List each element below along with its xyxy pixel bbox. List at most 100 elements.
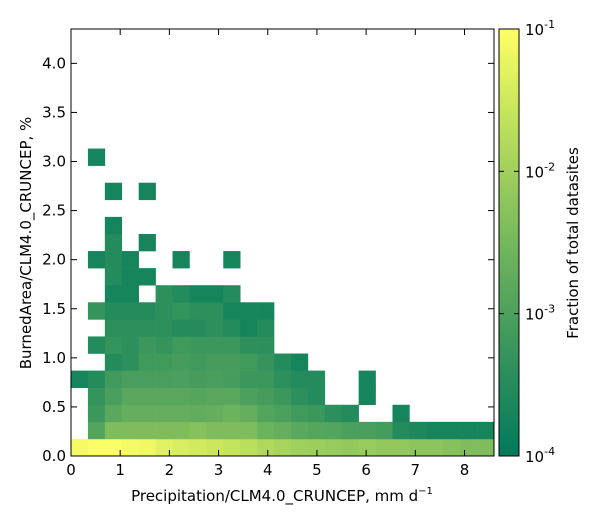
heatmap-cell — [104, 268, 123, 286]
heatmap-cell — [138, 182, 156, 201]
heatmap-cell — [290, 438, 309, 457]
heatmap-cell — [138, 387, 156, 406]
heatmap-cell — [307, 438, 326, 457]
heatmap-cell — [223, 421, 241, 440]
heatmap-cell — [104, 251, 123, 269]
heatmap-cell — [189, 370, 207, 388]
heatmap-cell — [138, 233, 156, 252]
heatmap-cell — [189, 336, 207, 354]
heatmap-cell — [257, 336, 275, 354]
heatmap-cell — [341, 404, 359, 423]
heatmap-cell — [274, 370, 292, 388]
heatmap-cell — [87, 148, 106, 166]
heatmap-cell — [155, 353, 173, 371]
colorbar-tick-label: 10-4 — [525, 445, 555, 466]
heatmap-cell — [392, 404, 410, 423]
heatmap-cell — [223, 251, 241, 269]
heatmap-cell — [104, 336, 123, 354]
x-tick-label: 2 — [165, 461, 175, 479]
x-axis-label-text: Precipitation/CLM4.0_CRUNCEP, mm d — [131, 487, 418, 506]
heatmap-cell — [206, 353, 224, 371]
y-axis: 0.0 0.5 1.0 1.5 2.0 2.5 3.0 3.5 4.0 — [42, 54, 494, 465]
heatmap-cell — [358, 421, 376, 440]
heatmap-cells — [71, 148, 495, 457]
x-axis-label: Precipitation/CLM4.0_CRUNCEP, mm d−1 — [131, 486, 433, 506]
heatmap-cell — [104, 233, 123, 252]
heatmap-cell — [121, 302, 139, 320]
heatmap-cell — [257, 319, 275, 337]
heatmap-cell — [155, 387, 173, 406]
heatmap-cell — [138, 353, 156, 371]
colorbar — [498, 28, 520, 457]
heatmap-cell — [104, 370, 123, 388]
heatmap-cell — [290, 421, 309, 440]
heatmap-cell — [121, 285, 139, 303]
y-axis-label: BurnedArea/CLM4.0_CRUNCEP, % — [17, 117, 36, 370]
y-tick-label: 3.0 — [42, 153, 66, 171]
heatmap-cell — [257, 404, 275, 423]
heatmap-cell — [307, 387, 326, 406]
heatmap-cell — [104, 404, 123, 423]
heatmap-cell — [240, 387, 258, 406]
heatmap-cell — [172, 421, 190, 440]
heatmap-cell — [240, 319, 258, 337]
heatmap-cell — [307, 370, 326, 388]
heatmap-cell — [223, 404, 241, 423]
x-tick-label: 7 — [411, 461, 421, 479]
heatmap-cell — [104, 182, 123, 201]
heatmap-cell — [274, 421, 292, 440]
heatmap-cell — [409, 421, 427, 440]
heatmap-cell — [121, 421, 139, 440]
heatmap-cell — [290, 404, 309, 423]
heatmap-cell — [155, 285, 173, 303]
x-tick-label: 5 — [312, 461, 322, 479]
heatmap-cell — [104, 387, 123, 406]
heatmap-cell — [206, 421, 224, 440]
heatmap-cell — [138, 421, 156, 440]
heatmap-cell — [104, 353, 123, 371]
heatmap-cell — [104, 421, 123, 440]
heatmap-cell — [121, 370, 139, 388]
heatmap-cell — [87, 404, 106, 423]
heatmap-cell — [426, 421, 444, 440]
heatmap-cell — [87, 438, 106, 457]
heatmap-cell — [206, 285, 224, 303]
heatmap-cell — [138, 370, 156, 388]
heatmap-cell — [257, 387, 275, 406]
heatmap-cell — [307, 421, 326, 440]
heatmap-cell — [240, 421, 258, 440]
heatmap-cell — [87, 336, 106, 354]
heatmap-cell — [138, 268, 156, 286]
heatmap-cell — [206, 404, 224, 423]
heatmap-cell — [324, 421, 343, 440]
heatmap-cell — [104, 438, 123, 457]
heatmap-cell — [223, 285, 241, 303]
heatmap-cell — [257, 302, 275, 320]
heatmap-cell — [121, 387, 139, 406]
heatmap-cell — [240, 302, 258, 320]
heatmap-cell — [155, 370, 173, 388]
heatmap-cell — [172, 353, 190, 371]
heatmap-cell — [206, 387, 224, 406]
heatmap-cell — [138, 336, 156, 354]
heatmap-cell — [257, 438, 275, 457]
heatmap-cell — [87, 421, 106, 440]
plot-frame — [70, 28, 495, 457]
heatmap-cell — [358, 387, 376, 406]
heatmap-cell — [324, 404, 343, 423]
heatmap-cell — [155, 302, 173, 320]
heatmap-cell — [172, 387, 190, 406]
y-tick-label: 1.5 — [42, 300, 66, 318]
heatmap-cell — [206, 302, 224, 320]
heatmap-cell — [240, 353, 258, 371]
heatmap-cell — [460, 438, 478, 457]
heatmap-cell — [443, 421, 461, 440]
heatmap-cell — [172, 404, 190, 423]
heatmap-cell — [290, 370, 309, 388]
heatmap-cell — [172, 285, 190, 303]
heatmap-cell — [121, 319, 139, 337]
heatmap-cell — [223, 353, 241, 371]
heatmap-cell — [240, 370, 258, 388]
heatmap-cell — [274, 353, 292, 371]
heatmap-cell — [274, 438, 292, 457]
